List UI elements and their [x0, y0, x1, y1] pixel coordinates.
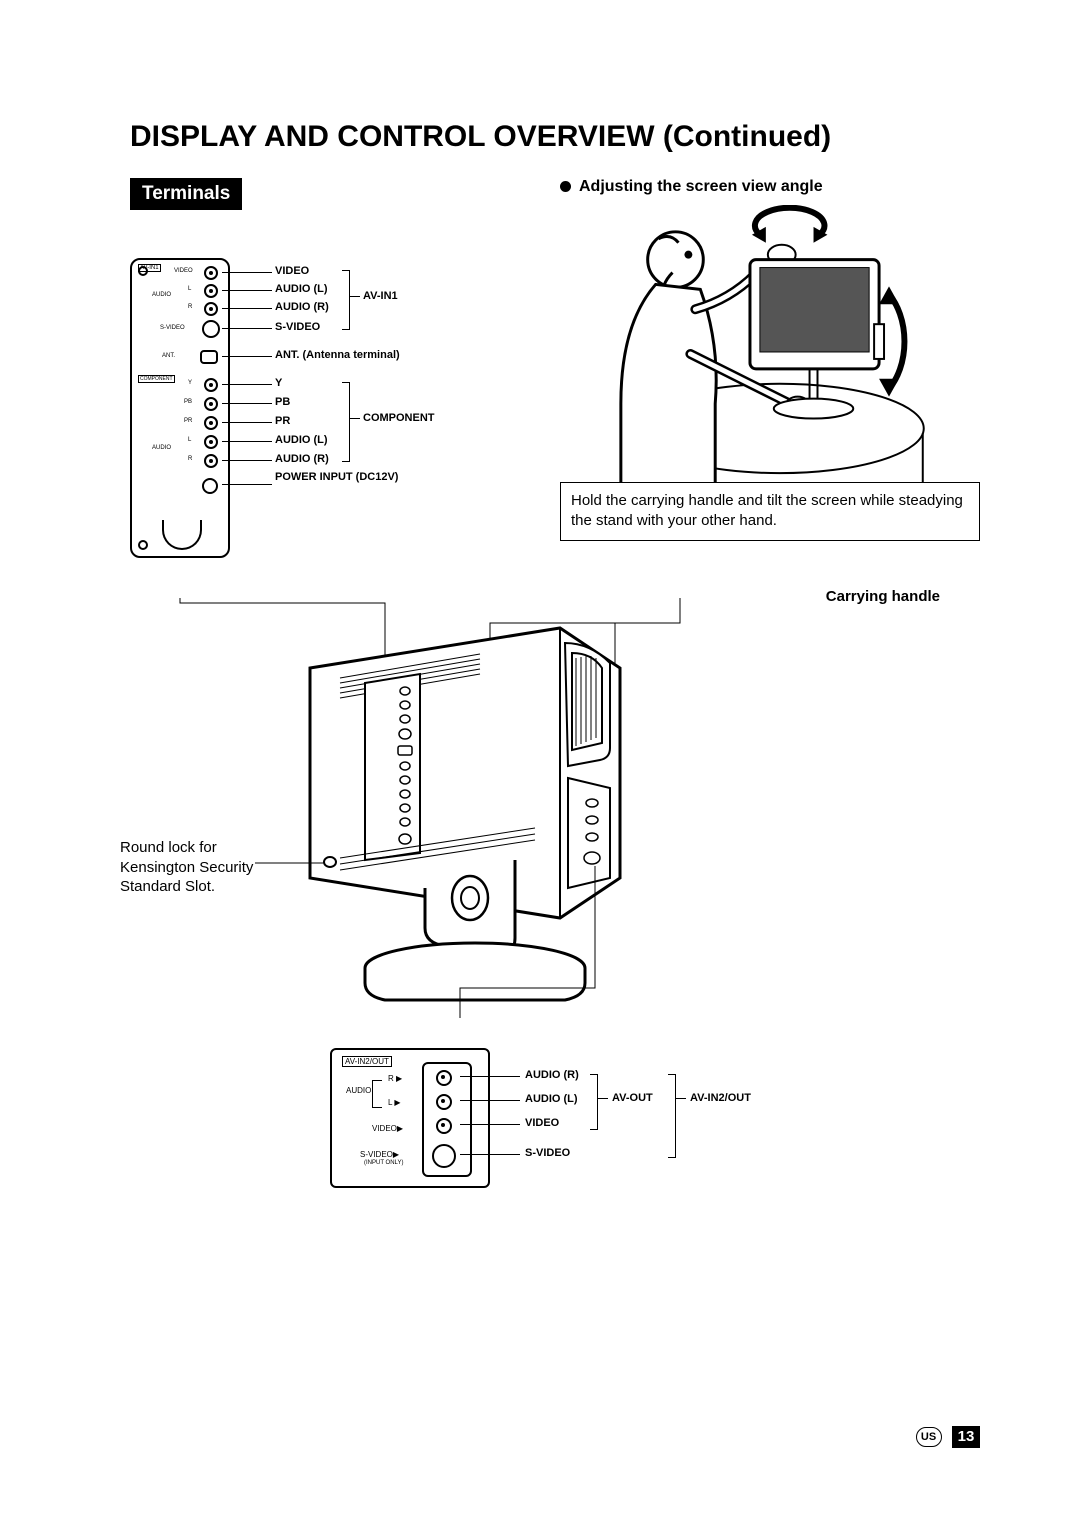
- group-avout: AV-OUT: [612, 1092, 653, 1104]
- tv-back-illustration: Round lock for Kensington Security Stand…: [120, 598, 820, 1048]
- label-comp-audio-l: AUDIO (L): [275, 434, 328, 446]
- label-pr: PR: [275, 415, 290, 427]
- region-badge: US: [916, 1427, 942, 1447]
- page-footer: US 13: [916, 1426, 980, 1448]
- group-avin1: AV-IN1: [363, 290, 398, 302]
- round-lock-text: Round lock for Kensington Security Stand…: [120, 838, 290, 897]
- label-y: Y: [275, 377, 282, 389]
- side-panel-outline: AV-IN2/OUT AUDIO R ▶ L ▶ VIDEO▶ S-VIDEO▶…: [330, 1048, 490, 1188]
- side-label-audio-r: AUDIO (R): [525, 1069, 579, 1081]
- group-avin2out: AV-IN2/OUT: [690, 1092, 751, 1104]
- angle-illustration: [560, 204, 930, 494]
- label-comp-audio-r: AUDIO (R): [275, 453, 329, 465]
- page-title: DISPLAY AND CONTROL OVERVIEW (Continued): [130, 120, 980, 154]
- carrying-handle-label: Carrying handle: [826, 588, 940, 605]
- side-label-video: VIDEO: [525, 1117, 559, 1129]
- side-label-audio-l: AUDIO (L): [525, 1093, 578, 1105]
- label-audio-r: AUDIO (R): [275, 301, 329, 313]
- label-svideo: S-VIDEO: [275, 321, 320, 333]
- side-label-svideo: S-VIDEO: [525, 1147, 570, 1159]
- label-power: POWER INPUT (DC12V): [275, 471, 398, 483]
- label-video: VIDEO: [275, 265, 309, 277]
- rear-terminal-diagram: AV-IN1 VIDEO AUDIO L R S-VIDEO ANT. COMP…: [130, 258, 500, 578]
- section-tag-terminals: Terminals: [130, 178, 242, 210]
- label-audio-l: AUDIO (L): [275, 283, 328, 295]
- group-component: COMPONENT: [363, 412, 435, 424]
- page-number: 13: [952, 1426, 980, 1448]
- angle-caption: Hold the carrying handle and tilt the sc…: [560, 482, 980, 541]
- label-ant: ANT. (Antenna terminal): [275, 349, 400, 361]
- side-terminal-diagram: AV-IN2/OUT AUDIO R ▶ L ▶ VIDEO▶ S-VIDEO▶…: [330, 1048, 870, 1198]
- label-pb: PB: [275, 396, 290, 408]
- angle-heading: Adjusting the screen view angle: [560, 178, 980, 196]
- rear-panel-outline: AV-IN1 VIDEO AUDIO L R S-VIDEO ANT. COMP…: [130, 258, 230, 558]
